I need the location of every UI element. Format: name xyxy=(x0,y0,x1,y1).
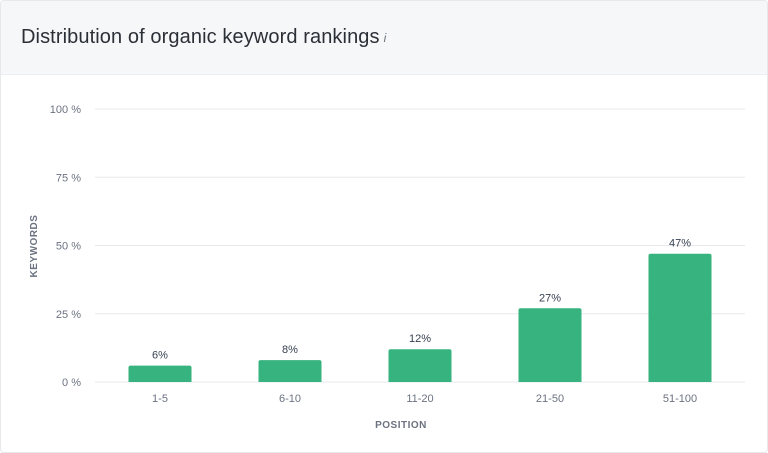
bar-21-50[interactable] xyxy=(518,308,582,382)
value-label: 8% xyxy=(282,344,298,356)
bar-51-100[interactable] xyxy=(648,253,712,382)
info-icon[interactable]: i xyxy=(383,30,387,45)
x-tick-label: 6-10 xyxy=(279,393,301,405)
x-tick-label: 51-100 xyxy=(663,393,697,405)
grid-lines xyxy=(95,108,745,383)
y-tick-label: 50 % xyxy=(56,241,81,253)
value-label: 27% xyxy=(539,292,561,304)
value-label: 47% xyxy=(669,238,691,250)
value-label: 6% xyxy=(152,350,168,362)
chart-title: Distribution of organic keyword rankings xyxy=(21,26,380,48)
chart-area: 0 % 25 % 50 % 75 % 100 % 6% 8% 12% 27% 47% 1-5 6-… xyxy=(1,76,767,452)
bars xyxy=(128,253,712,382)
y-axis-ticks: 0 % 25 % 50 % 75 % 100 % xyxy=(50,104,81,389)
value-labels: 6% 8% 12% 27% 47% xyxy=(152,238,691,362)
bar-chart: 0 % 25 % 50 % 75 % 100 % 6% 8% 12% 27% 47% 1-5 6-… xyxy=(29,104,745,431)
x-tick-label: 1-5 xyxy=(152,393,168,405)
bar-11-20[interactable] xyxy=(388,349,452,382)
x-axis-label: POSITION xyxy=(375,420,427,431)
x-tick-label: 11-20 xyxy=(406,393,433,405)
y-tick-label: 25 % xyxy=(56,309,81,321)
y-tick-label: 100 % xyxy=(50,104,81,116)
y-axis-label: KEYWORDS xyxy=(29,215,40,278)
bar-6-10[interactable] xyxy=(258,360,322,382)
x-axis-ticks: 1-5 6-10 11-20 21-50 51-100 xyxy=(152,393,697,405)
card-header: Distribution of organic keyword rankings… xyxy=(1,1,767,75)
bar-1-5[interactable] xyxy=(128,365,192,382)
y-tick-label: 0 % xyxy=(62,377,81,389)
x-tick-label: 21-50 xyxy=(536,393,564,405)
y-tick-label: 75 % xyxy=(56,172,81,184)
value-label: 12% xyxy=(409,333,431,345)
